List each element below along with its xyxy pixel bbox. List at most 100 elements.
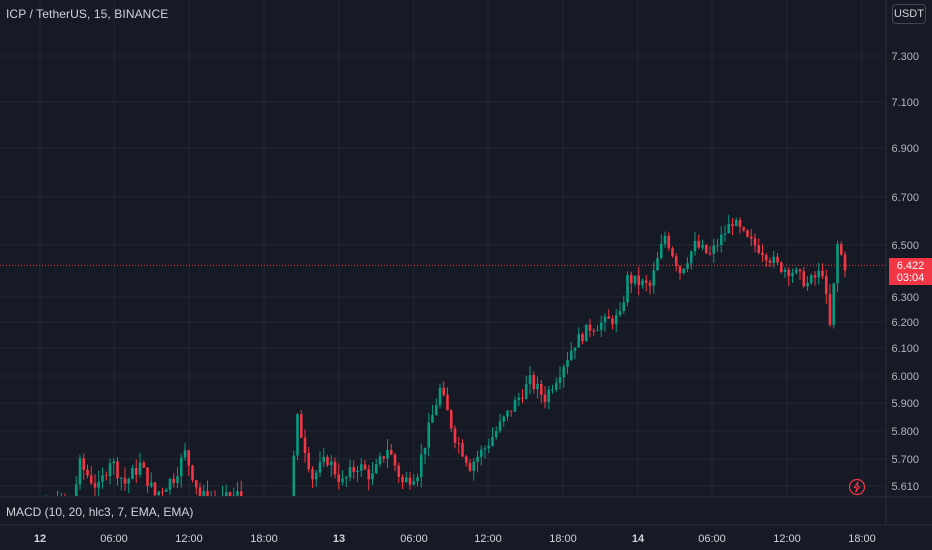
candle-body <box>734 219 738 226</box>
candle-body <box>697 240 701 248</box>
price-tick-label: 6.500 <box>891 240 919 252</box>
candle-body <box>296 414 299 456</box>
price-axis[interactable]: 7.300 7.100 6.900 6.700 6.500 6.300 6.200 6.100… <box>891 51 919 493</box>
candle-body <box>836 244 839 284</box>
candle-body <box>753 238 757 246</box>
candle-body <box>708 253 712 255</box>
candle-body <box>468 462 472 471</box>
candle-body <box>472 461 476 471</box>
candle-body <box>382 456 386 459</box>
time-tick-label: 18:00 <box>848 533 876 545</box>
candle-body <box>828 294 832 325</box>
time-tick-label: 18:00 <box>549 533 577 545</box>
candle-body <box>626 274 629 303</box>
candle-body <box>431 415 434 423</box>
time-axis[interactable]: 12 06:00 12:00 18:00 13 06:00 12:00 18:00 14 06:0… <box>34 533 876 545</box>
candle-body <box>119 477 123 479</box>
candle-body <box>524 384 528 399</box>
candle-body <box>442 387 446 395</box>
candle-body <box>569 350 573 361</box>
candle-series <box>44 214 847 497</box>
candle-body <box>367 469 371 480</box>
candle-body <box>599 322 603 330</box>
candle-body <box>611 318 614 325</box>
candle-body <box>577 334 581 348</box>
candle-body <box>521 397 524 399</box>
candle-body <box>389 449 393 455</box>
price-tick-label: 6.000 <box>891 371 919 383</box>
candle-body <box>633 275 637 284</box>
lightning-alert-icon[interactable] <box>848 478 866 496</box>
candle-body <box>738 219 742 228</box>
candle-body <box>352 467 356 472</box>
candle-body <box>476 456 479 462</box>
candle-body <box>344 477 348 479</box>
candle-body <box>483 448 487 450</box>
candle-body <box>427 422 431 448</box>
candle-body <box>157 491 161 496</box>
candle-body <box>787 269 791 277</box>
candle-body <box>588 324 592 331</box>
candle-body <box>794 269 798 273</box>
price-tick-label: 6.700 <box>891 192 919 204</box>
bar-countdown: 03:04 <box>896 272 925 284</box>
candle-body <box>821 270 824 277</box>
candle-body <box>314 472 318 480</box>
candle-body <box>371 473 374 480</box>
currency-button[interactable]: USDT <box>892 4 926 24</box>
candle-body <box>603 316 607 323</box>
candle-body <box>532 375 536 390</box>
candle-body <box>236 491 239 496</box>
chart-grid <box>0 0 886 496</box>
candle-body <box>779 262 783 272</box>
price-tick-label: 5.700 <box>891 454 919 466</box>
candle-body <box>191 465 194 481</box>
price-tick-label: 6.900 <box>891 143 919 155</box>
candle-body <box>172 478 176 483</box>
candle-body <box>161 491 164 493</box>
candle-body <box>607 316 611 319</box>
candle-body <box>791 272 794 277</box>
candle-body <box>89 475 93 484</box>
candle-body <box>614 315 618 325</box>
candle-body <box>179 457 183 477</box>
candle-body <box>528 375 532 385</box>
candle-body <box>798 269 802 272</box>
candle-body <box>693 240 697 252</box>
candle-body <box>397 465 401 477</box>
candle-body <box>479 449 483 457</box>
candle-body <box>843 254 847 271</box>
candle-body <box>637 275 641 286</box>
candle-body <box>183 450 187 458</box>
candle-body <box>742 227 746 231</box>
candle-body <box>333 461 337 475</box>
candle-body <box>299 414 303 438</box>
candle-body <box>112 461 116 464</box>
candle-body <box>701 244 704 248</box>
candle-body <box>648 282 652 286</box>
candle-body <box>138 462 142 475</box>
candle-body <box>498 421 502 432</box>
candle-body <box>686 263 689 269</box>
candle-body <box>768 260 772 263</box>
time-tick-label: 12:00 <box>773 533 801 545</box>
candle-body <box>671 248 674 257</box>
candle-body <box>547 389 551 403</box>
candle-body <box>731 224 734 226</box>
candle-body <box>449 410 453 429</box>
candle-body <box>464 456 468 463</box>
candle-body <box>438 387 442 406</box>
candle-body <box>198 487 202 496</box>
candle-body <box>513 399 517 412</box>
candle-body <box>202 491 206 496</box>
candle-body <box>562 366 566 378</box>
candle-body <box>824 276 828 295</box>
candle-body <box>74 484 78 496</box>
candle-body <box>408 477 412 485</box>
price-tick-label: 6.100 <box>891 343 919 355</box>
price-tick-label: 5.800 <box>891 426 919 438</box>
indicator-legend-macd[interactable]: MACD (10, 20, hlc3, 7, EMA, EMA) <box>6 505 194 519</box>
time-tick-label: 18:00 <box>250 533 278 545</box>
symbol-title[interactable]: ICP / TetherUS, 15, BINANCE <box>6 7 169 21</box>
